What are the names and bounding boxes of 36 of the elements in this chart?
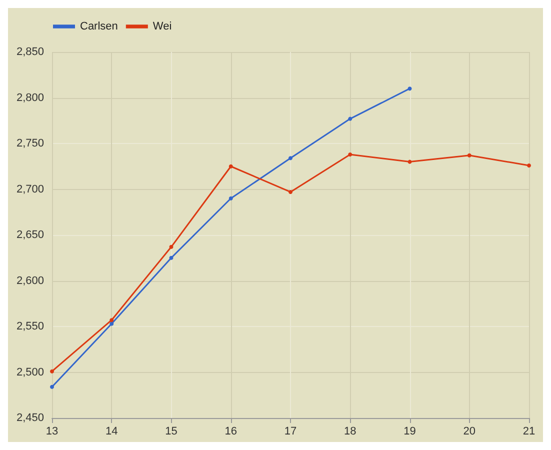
point bbox=[467, 153, 472, 158]
x-tick-label: 20 bbox=[463, 426, 476, 438]
legend-label: Wei bbox=[152, 20, 172, 32]
point bbox=[110, 322, 114, 326]
y-tick-label: 2,500 bbox=[16, 366, 44, 378]
point bbox=[288, 156, 292, 160]
y-tick-label: 2,650 bbox=[16, 229, 44, 241]
x-tick-label: 13 bbox=[46, 426, 58, 438]
y-tick-label: 2,850 bbox=[16, 46, 44, 58]
y-tick-label: 2,450 bbox=[16, 412, 44, 424]
y-tick-label: 2,550 bbox=[16, 320, 44, 332]
y-tick-label: 2,750 bbox=[16, 138, 44, 150]
x-tick-label: 21 bbox=[522, 426, 536, 438]
point bbox=[169, 244, 174, 249]
point bbox=[408, 160, 412, 164]
x-tick-label: 15 bbox=[165, 426, 178, 438]
point bbox=[50, 384, 54, 389]
x-tick-label: 19 bbox=[404, 426, 416, 438]
point bbox=[348, 152, 352, 156]
x-tick-label: 16 bbox=[224, 426, 237, 438]
x-tick-label: 18 bbox=[344, 426, 356, 438]
point bbox=[527, 163, 531, 168]
legend-label: Carlsen bbox=[80, 20, 118, 32]
point bbox=[288, 190, 292, 194]
point bbox=[408, 86, 412, 91]
point bbox=[348, 116, 352, 121]
point bbox=[228, 196, 233, 200]
x-tick-label: 14 bbox=[106, 426, 118, 438]
x-tick-label: 17 bbox=[284, 426, 297, 438]
point bbox=[228, 164, 233, 168]
point bbox=[169, 256, 174, 260]
point bbox=[50, 369, 54, 374]
y-tick-label: 2,800 bbox=[16, 92, 44, 104]
point bbox=[110, 318, 114, 322]
y-tick-label: 2,700 bbox=[16, 183, 44, 196]
y-tick-label: 2,600 bbox=[16, 274, 44, 287]
